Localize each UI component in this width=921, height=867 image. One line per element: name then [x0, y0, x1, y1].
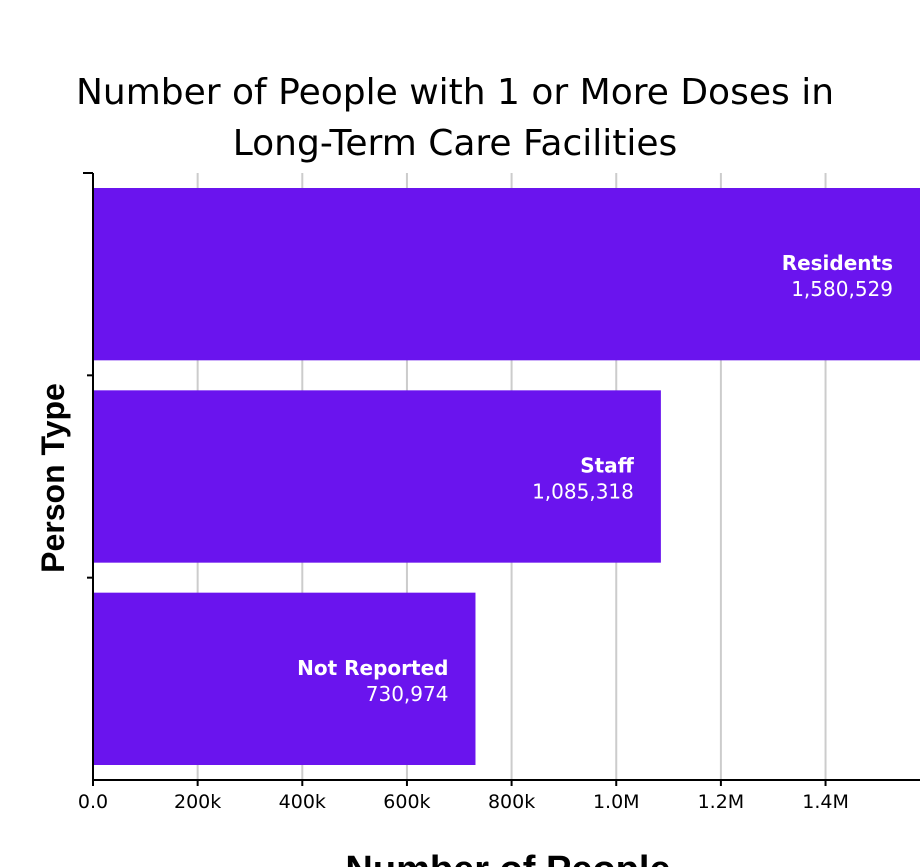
bar-staff — [94, 390, 661, 563]
x-tick-label: 200k — [174, 791, 221, 813]
x-tick-label: 1.4M — [802, 791, 849, 813]
x-tick-label: 1.2M — [698, 791, 745, 813]
bar-value-label: 730,974 — [366, 682, 449, 706]
x-ticks: 0.0 200k 400k 600k 800k 1.0M 1.2M 1.4M — [78, 780, 849, 813]
bars — [94, 188, 920, 765]
x-tick-label: 1.0M — [593, 791, 640, 813]
x-tick-label: 0.0 — [78, 791, 108, 813]
bar-value-label: 1,580,529 — [791, 277, 893, 301]
bar-not-reported — [94, 592, 476, 765]
chart-title-line-1: Number of People with 1 or More Doses in — [76, 72, 834, 113]
x-axis-label: Number of People — [345, 849, 670, 867]
bar-residents — [94, 188, 920, 361]
bar-category-label: Staff — [580, 454, 634, 478]
bar-value-label: 1,085,318 — [532, 480, 634, 504]
chart-title-line-2: Long-Term Care Facilities — [233, 123, 678, 164]
x-tick-label: 600k — [383, 791, 430, 813]
bar-category-label: Not Reported — [297, 656, 448, 680]
x-tick-label: 400k — [279, 791, 326, 813]
bar-category-label: Residents — [782, 251, 893, 275]
y-axis-label: Person Type — [35, 383, 71, 573]
axes — [83, 172, 920, 781]
x-tick-label: 800k — [488, 791, 535, 813]
